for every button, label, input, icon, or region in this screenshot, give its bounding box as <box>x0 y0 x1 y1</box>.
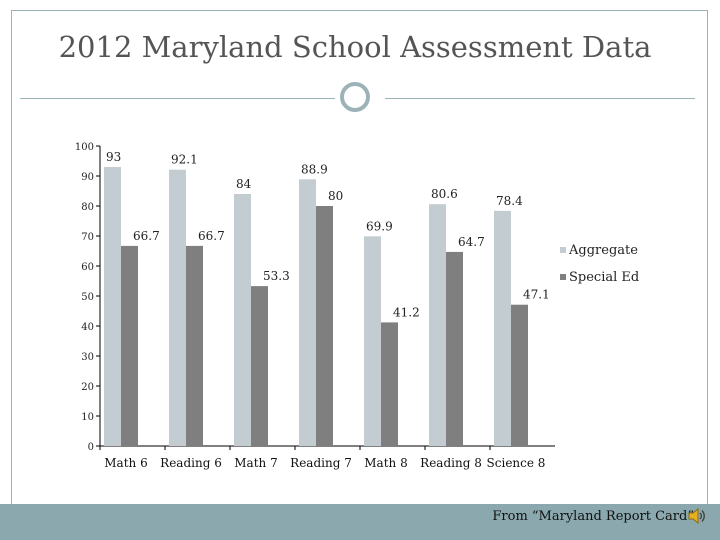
data-label-aggregate: 92.1 <box>171 153 198 167</box>
x-category-label: Science 8 <box>487 456 546 470</box>
data-label-special-ed: 80 <box>328 189 343 203</box>
bar-special-ed <box>186 245 203 446</box>
source-caption: From “Maryland Report Card” <box>492 509 694 524</box>
legend-swatch-aggregate <box>560 247 566 253</box>
data-label-special-ed: 41.2 <box>393 305 420 319</box>
x-category-label: Math 7 <box>234 456 277 470</box>
x-category-label: Reading 7 <box>290 456 352 470</box>
y-tick-label: 80 <box>81 202 94 213</box>
y-tick-label: 30 <box>81 352 94 363</box>
footer-bar <box>0 504 720 540</box>
legend-label-special-ed: Special Ed <box>569 270 639 285</box>
data-label-aggregate: 78.4 <box>496 194 523 208</box>
data-label-special-ed: 64.7 <box>458 235 485 249</box>
title-divider-right <box>385 98 695 99</box>
y-tick-label: 50 <box>81 292 94 303</box>
legend-label-aggregate: Aggregate <box>568 243 638 258</box>
x-category-label: Math 6 <box>104 456 147 470</box>
bar-aggregate <box>169 169 186 446</box>
bar-aggregate <box>104 167 121 446</box>
bar-special-ed <box>121 245 138 446</box>
speaker-icon[interactable] <box>686 505 708 527</box>
bar-special-ed <box>511 304 528 446</box>
data-label-aggregate: 69.9 <box>366 219 393 233</box>
x-category-label: Reading 8 <box>420 456 482 470</box>
y-tick-label: 10 <box>81 412 94 423</box>
bar-aggregate <box>299 179 316 447</box>
data-label-aggregate: 88.9 <box>301 162 328 176</box>
bar-aggregate <box>494 210 511 446</box>
y-tick-label: 0 <box>88 442 94 453</box>
circle-ornament-icon <box>340 82 370 112</box>
bar-aggregate <box>429 204 446 446</box>
bar-special-ed <box>381 322 398 446</box>
y-tick-label: 40 <box>81 322 94 333</box>
y-tick-label: 20 <box>81 382 94 393</box>
bar-special-ed <box>446 251 463 446</box>
data-label-special-ed: 53.3 <box>263 269 290 283</box>
data-label-aggregate: 93 <box>106 150 121 164</box>
bar-aggregate <box>234 194 251 446</box>
bar-aggregate <box>364 236 381 446</box>
title-divider-left <box>20 98 335 99</box>
slide-title: 2012 Maryland School Assessment Data <box>58 30 652 64</box>
data-label-aggregate: 80.6 <box>431 187 458 201</box>
y-tick-label: 70 <box>81 232 94 243</box>
bar-special-ed <box>251 286 268 446</box>
y-tick-label: 60 <box>81 262 94 273</box>
data-label-special-ed: 47.1 <box>523 288 550 302</box>
bar-special-ed <box>316 206 333 446</box>
data-label-special-ed: 66.7 <box>133 229 160 243</box>
y-tick-label: 90 <box>81 172 94 183</box>
data-label-aggregate: 84 <box>236 177 252 191</box>
x-category-label: Reading 6 <box>160 456 222 470</box>
x-category-label: Math 8 <box>364 456 407 470</box>
data-label-special-ed: 66.7 <box>198 229 225 243</box>
y-tick-label: 100 <box>75 142 94 153</box>
legend-swatch-special-ed <box>560 274 566 280</box>
